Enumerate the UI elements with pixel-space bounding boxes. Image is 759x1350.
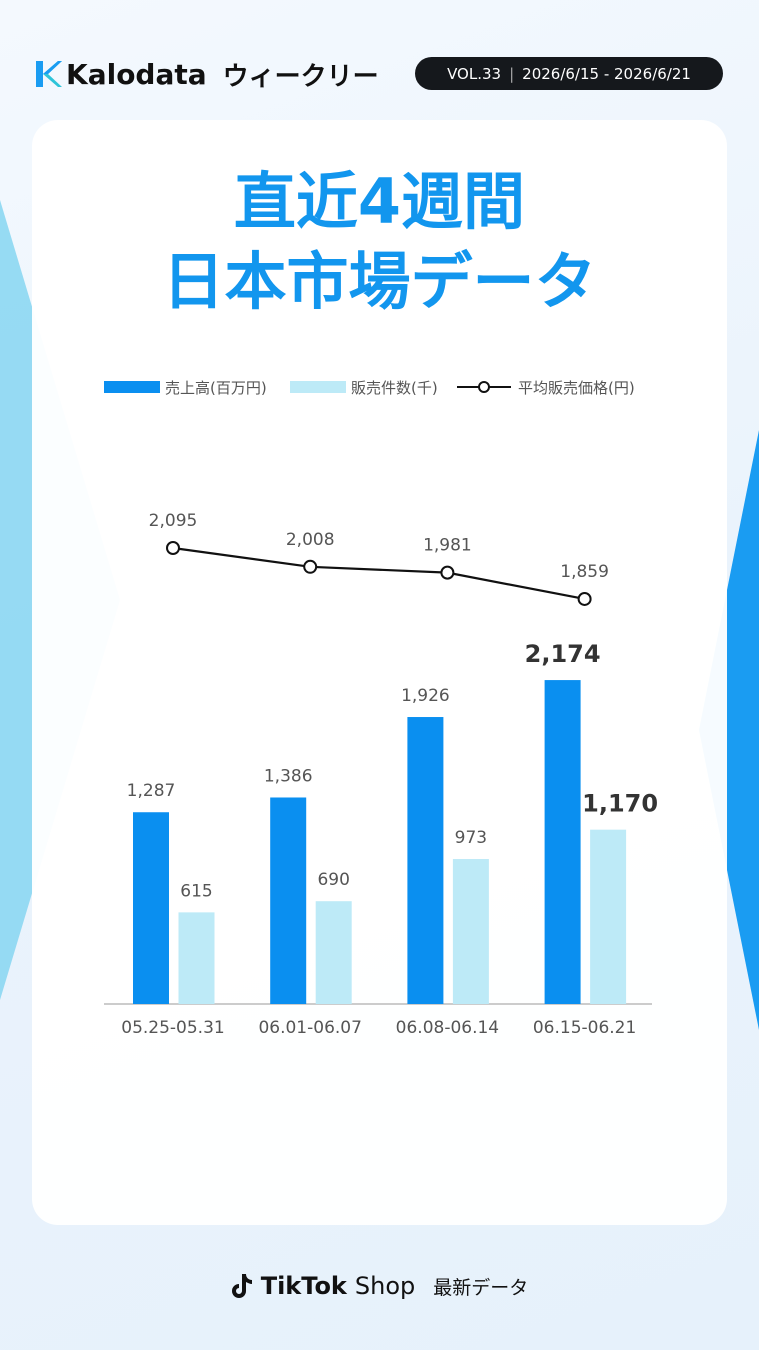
value-label: 615	[180, 881, 212, 901]
x-tick-label: 06.01-06.07	[258, 1018, 361, 1038]
card	[32, 120, 727, 1225]
bar	[407, 717, 444, 1004]
bar	[178, 912, 215, 1004]
bar	[270, 797, 307, 1004]
title: 日本市場データ	[162, 245, 597, 318]
legend-label: 売上高(百万円)	[165, 379, 267, 397]
legend-label: 販売件数(千)	[351, 379, 438, 397]
value-label: 1,859	[560, 562, 609, 582]
value-label: 1,981	[423, 536, 472, 556]
line	[172, 546, 585, 601]
logo	[36, 61, 62, 87]
legend-label: 平均販売価格(円)	[518, 379, 635, 397]
value-label: 1,170	[582, 790, 658, 818]
bar	[133, 812, 169, 1004]
tiktok-icon	[231, 1274, 252, 1298]
value-label: 2,095	[149, 511, 198, 531]
series-name: ウィークリー	[222, 61, 379, 92]
value-label: 2,008	[286, 530, 335, 550]
footer-note: 最新データ	[433, 1276, 529, 1299]
value-label: 2,174	[525, 640, 601, 668]
line-point	[577, 591, 592, 606]
value-label: 1,287	[127, 781, 176, 801]
x-tick-label: 06.15-06.21	[533, 1018, 636, 1038]
legend-swatch	[478, 381, 490, 393]
issue-pill: VOL.33 | 2026/6/15 - 2026/6/21	[415, 57, 723, 90]
value-label: 973	[455, 828, 487, 848]
brand: Kalodata	[66, 57, 207, 91]
bar	[590, 829, 627, 1004]
bar	[544, 680, 581, 1004]
title: 直近4週間	[233, 165, 526, 238]
bar	[452, 859, 489, 1004]
value-label: 1,386	[264, 766, 313, 786]
bar	[315, 901, 352, 1004]
footer-product: Shop	[354, 1272, 416, 1300]
line-point	[166, 541, 180, 555]
line-point	[303, 559, 318, 574]
volume: VOL.33	[447, 64, 502, 83]
x-tick-label: 06.08-06.14	[396, 1018, 499, 1038]
value-label: 690	[317, 870, 349, 890]
legend-swatch	[104, 381, 160, 393]
x-tick-label: 05.25-05.31	[121, 1018, 224, 1038]
footer-brand: TikTok	[260, 1272, 347, 1300]
legend-swatch	[290, 381, 346, 393]
footer: TikTok Shop 最新データ	[0, 1272, 759, 1300]
date-range: 2026/6/15 - 2026/6/21	[522, 64, 691, 83]
value-label: 1,926	[401, 686, 450, 706]
line-point	[440, 565, 455, 580]
header: Kalodata ウィークリー	[36, 56, 379, 92]
